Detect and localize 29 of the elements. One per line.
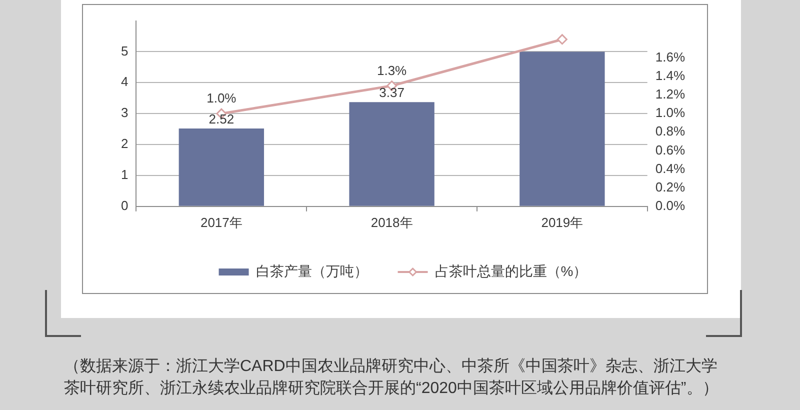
y-tick-label: 2 (120, 136, 128, 152)
y-tick-label: 1 (120, 167, 128, 182)
y2-tick-label: 0.0% (655, 198, 686, 213)
y2-tick-label: 1.4% (655, 68, 686, 84)
y2-tick-label: 1.0% (655, 105, 686, 120)
y-tick-label: 0 (120, 198, 128, 213)
data-label: 1.0% (206, 90, 237, 106)
y-tick-label: 3 (120, 105, 128, 120)
legend-label: 占茶叶总量的比重（%） (434, 262, 588, 279)
data-label: 2.52 (208, 112, 234, 127)
point (556, 34, 568, 45)
data-label: 1.3% (376, 62, 408, 78)
data-label: 3.37 (379, 85, 404, 100)
x-tick-label: 2017年 (200, 214, 242, 230)
bar (178, 128, 264, 206)
y2-tick-label: 0.6% (655, 142, 686, 158)
x-tick-label: 2019年 (541, 214, 584, 230)
x-tick-label: 2018年 (370, 214, 413, 230)
bar (520, 52, 605, 206)
y-tick-label: 5 (120, 43, 128, 58)
y2-tick-label: 0.4% (655, 160, 686, 176)
y2-tick-label: 0.2% (655, 179, 686, 194)
y2-tick-label: 0.8% (655, 124, 686, 139)
text: （数据来源于：浙江大学CARD中国农业品牌研究中心、中茶所《中国茶叶》杂志、浙江大学茶叶研究所、浙江永续农业品牌研究院联合开展的“2020中国茶叶区域公用品牌价值评估”。） (64, 356, 720, 399)
y-tick-label: 4 (120, 74, 128, 90)
legend-label: 白茶产量（万吨） (256, 262, 368, 279)
y2-tick-label: 1.2% (655, 86, 686, 102)
bar (349, 102, 434, 206)
y2-tick-label: 1.6% (655, 50, 686, 64)
